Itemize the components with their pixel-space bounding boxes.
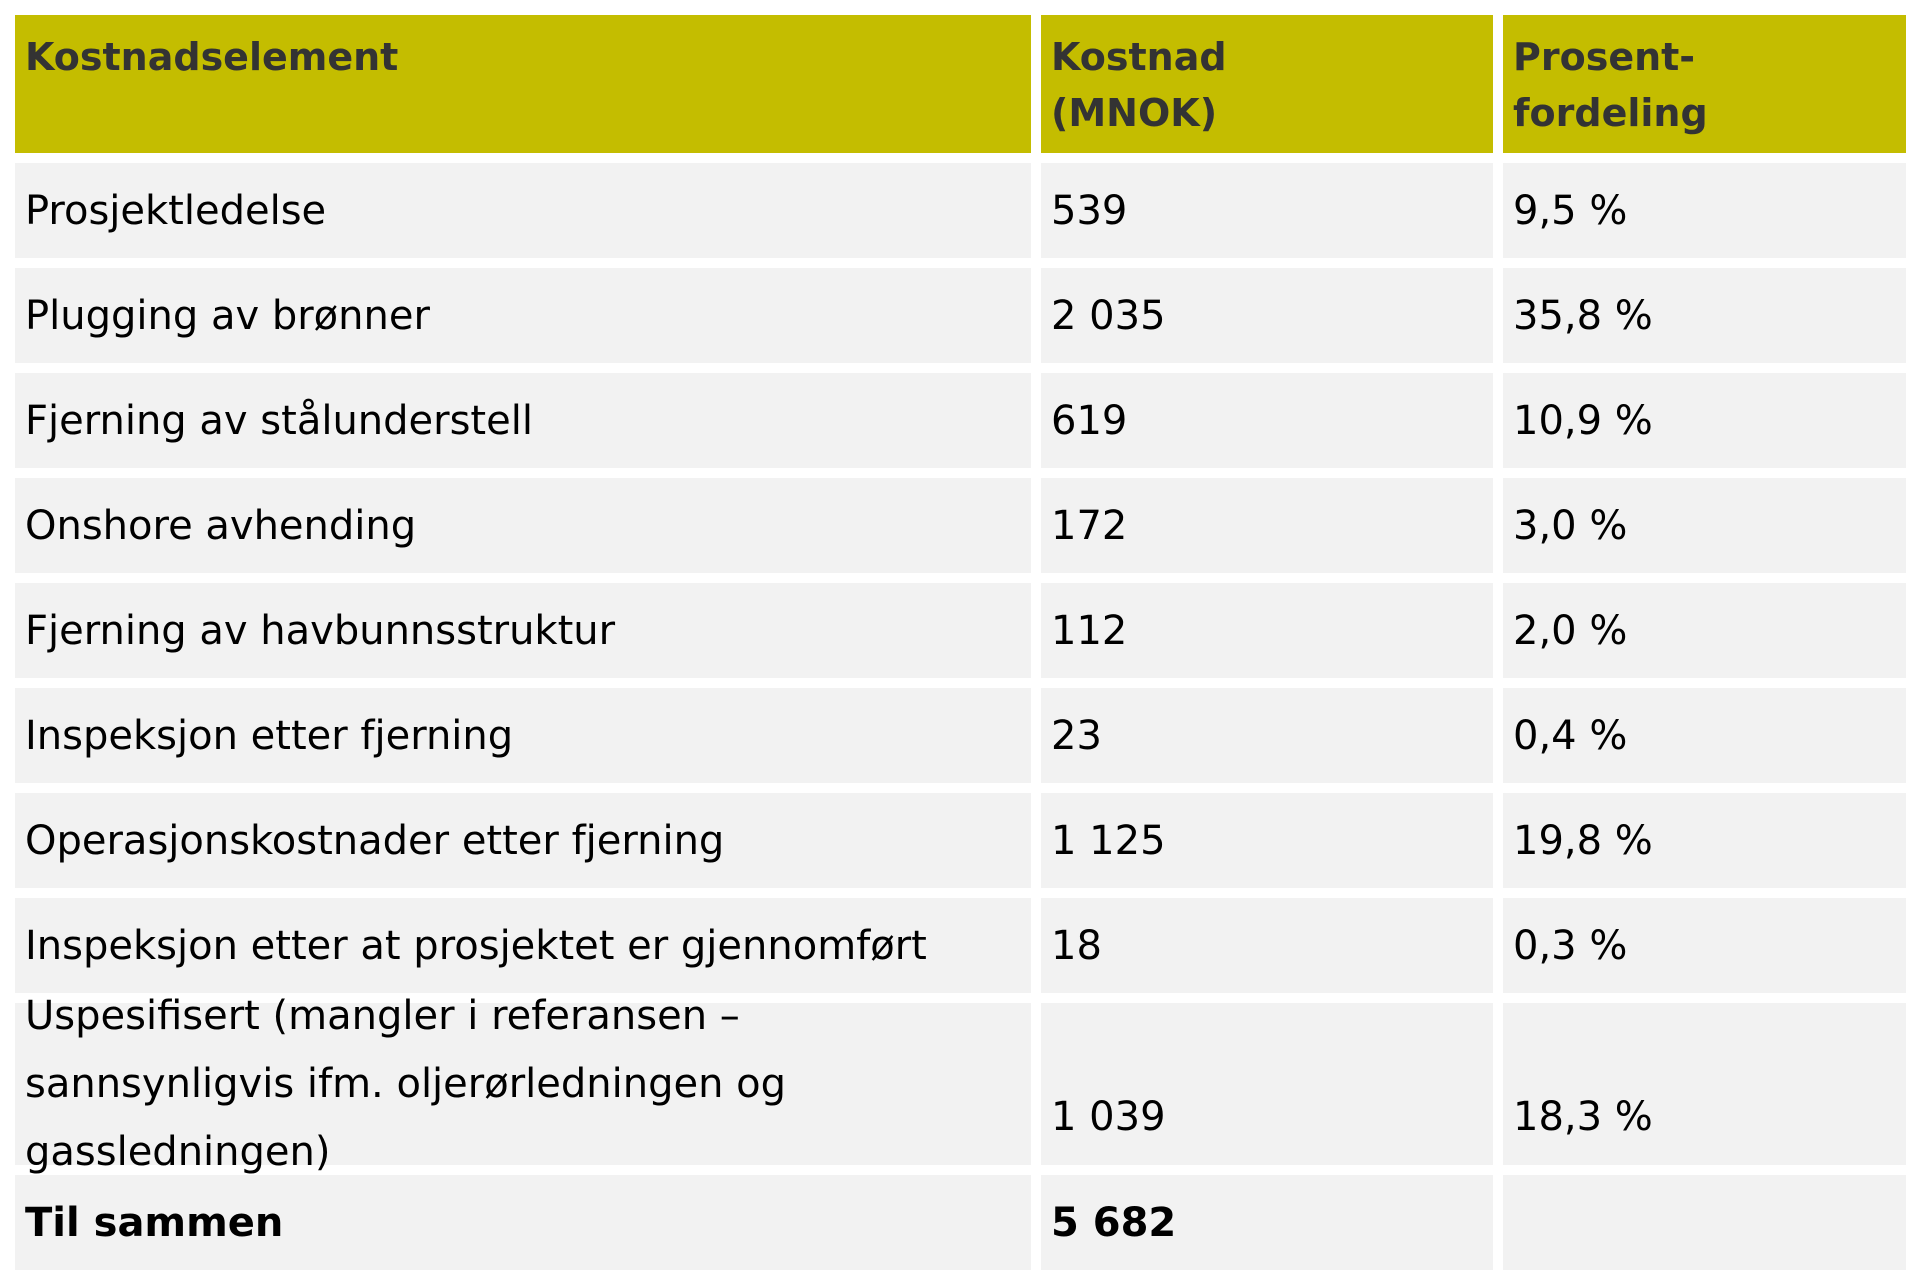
row-share: 19,8 % (1503, 793, 1906, 888)
row-cost: 1 039 (1041, 1003, 1493, 1165)
row-share: 2,0 % (1503, 583, 1906, 678)
row-share: 10,9 % (1503, 373, 1906, 468)
header-share-line2: fordeling (1513, 91, 1708, 135)
row-share: 18,3 % (1503, 1003, 1906, 1165)
row-element: Prosjektledelse (15, 163, 1031, 258)
header-share: Prosent- fordeling (1503, 15, 1906, 153)
row-cost-text: 23 (1051, 712, 1102, 759)
row-cost-text: 112 (1051, 607, 1128, 654)
row-element: Inspeksjon etter at prosjektet er gjenno… (15, 898, 1031, 993)
row-element-text: Operasjonskostnader etter fjerning (25, 817, 725, 864)
total-share (1503, 1175, 1906, 1270)
row-element-text: Inspeksjon etter fjerning (25, 712, 514, 759)
header-cost-line2: (MNOK) (1051, 91, 1218, 135)
row-share: 0,3 % (1503, 898, 1906, 993)
row-element: Fjerning av havbunnsstruktur (15, 583, 1031, 678)
row-element-text: Plugging av brønner (25, 292, 430, 339)
total-cost: 5 682 (1041, 1175, 1493, 1270)
row-element: Operasjonskostnader etter fjerning (15, 793, 1031, 888)
row-cost: 1 125 (1041, 793, 1493, 888)
row-share-text: 19,8 % (1513, 817, 1653, 864)
row-share-text: 9,5 % (1513, 187, 1628, 234)
row-share: 35,8 % (1503, 268, 1906, 363)
header-element: Kostnadselement (15, 15, 1031, 153)
header-share-label: Prosent- fordeling (1513, 29, 1708, 141)
row-share-text: 0,3 % (1513, 922, 1628, 969)
row-cost-text: 172 (1051, 502, 1128, 549)
row-share-text: 18,3 % (1513, 1094, 1653, 1140)
row-element: Onshore avhending (15, 478, 1031, 573)
header-cost-line1: Kostnad (1051, 35, 1227, 79)
header-element-label: Kostnadselement (25, 35, 399, 79)
row-cost: 2 035 (1041, 268, 1493, 363)
row-share: 0,4 % (1503, 688, 1906, 783)
row-element-text: Onshore avhending (25, 502, 417, 549)
row-share-text: 3,0 % (1513, 502, 1628, 549)
row-share-text: 2,0 % (1513, 607, 1628, 654)
row-cost-text: 1 039 (1051, 1094, 1166, 1140)
row-cost-text: 539 (1051, 187, 1128, 234)
row-share-text: 0,4 % (1513, 712, 1628, 759)
row-share: 3,0 % (1503, 478, 1906, 573)
row-cost: 112 (1041, 583, 1493, 678)
row-element: Fjerning av stålunderstell (15, 373, 1031, 468)
total-element-text: Til sammen (25, 1199, 284, 1246)
row-share-text: 10,9 % (1513, 397, 1653, 444)
row-share-text: 35,8 % (1513, 292, 1653, 339)
row-element: Inspeksjon etter fjerning (15, 688, 1031, 783)
row-element-text: Uspesifisert (mangler i referansen – san… (25, 993, 786, 1175)
row-element: Plugging av brønner (15, 268, 1031, 363)
cost-table: Kostnadselement Kostnad (MNOK) Prosent- … (15, 15, 1906, 1270)
row-cost-text: 1 125 (1051, 817, 1166, 864)
row-cost-text: 18 (1051, 922, 1102, 969)
row-cost: 539 (1041, 163, 1493, 258)
row-cost: 18 (1041, 898, 1493, 993)
row-cost: 172 (1041, 478, 1493, 573)
header-cost: Kostnad (MNOK) (1041, 15, 1493, 153)
header-share-line1: Prosent- (1513, 35, 1696, 79)
row-element-text: Prosjektledelse (25, 187, 327, 234)
total-cost-text: 5 682 (1051, 1199, 1177, 1246)
header-cost-label: Kostnad (MNOK) (1051, 29, 1227, 141)
row-cost: 619 (1041, 373, 1493, 468)
row-element: Uspesifisert (mangler i referansen – san… (15, 993, 1031, 1175)
row-share: 9,5 % (1503, 163, 1906, 258)
row-element-text: Fjerning av havbunnsstruktur (25, 607, 616, 654)
row-cost-text: 2 035 (1051, 292, 1166, 339)
row-element-text: Fjerning av stålunderstell (25, 397, 533, 444)
row-element-text: Inspeksjon etter at prosjektet er gjenno… (25, 922, 927, 969)
row-cost-text: 619 (1051, 397, 1128, 444)
total-element: Til sammen (15, 1175, 1031, 1270)
row-cost: 23 (1041, 688, 1493, 783)
